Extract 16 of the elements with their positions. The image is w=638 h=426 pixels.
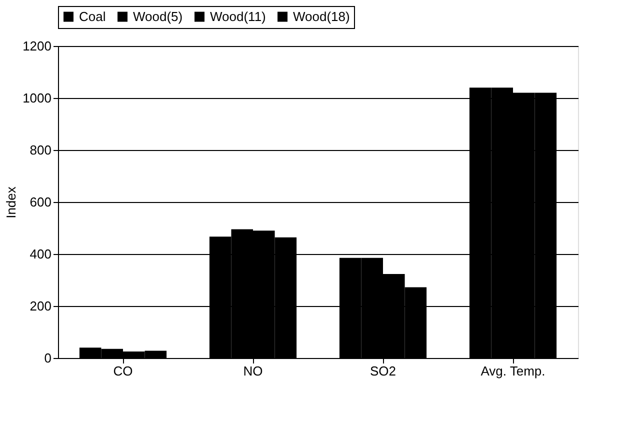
legend-label: Wood(18) xyxy=(293,8,350,24)
x-tick-label: SO2 xyxy=(370,364,396,378)
legend-label: Wood(11) xyxy=(210,8,266,24)
y-tick-label: 600 xyxy=(30,194,52,210)
y-tick-label: 200 xyxy=(30,298,52,314)
legend-label: Wood(5) xyxy=(133,8,183,24)
y-axis-title: Index xyxy=(4,186,19,218)
y-tick-label: 1200 xyxy=(22,38,52,54)
y-tick-label: 1000 xyxy=(22,90,52,106)
x-tick-label: CO xyxy=(113,364,133,378)
y-tick-label: 800 xyxy=(30,142,52,158)
legend-label: Coal xyxy=(79,8,106,24)
x-tick-label: Avg. Temp. xyxy=(480,364,546,378)
x-tick-label: NO xyxy=(243,364,263,378)
y-tick-label: 400 xyxy=(30,246,52,262)
y-tick-label: 0 xyxy=(44,350,52,366)
